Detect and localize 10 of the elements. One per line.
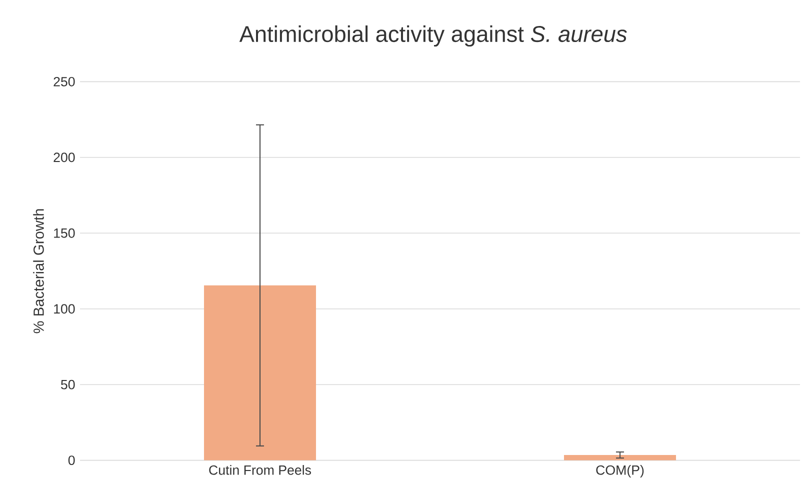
y-tick-label: 100	[54, 304, 75, 314]
y-tick-label: 250	[54, 76, 75, 86]
chart-title: Antimicrobial activity against S. aureus	[239, 25, 627, 47]
y-tick-label: 150	[54, 228, 75, 238]
x-tick-label: Cutin From Peels	[209, 465, 311, 475]
y-axis-title: % Bacterial Growth	[33, 209, 44, 334]
y-tick-label: 50	[61, 380, 75, 390]
y-tick-label: 200	[54, 152, 75, 162]
y-tick-label: 0	[68, 456, 75, 466]
x-tick-label: COM(P)	[596, 465, 644, 478]
